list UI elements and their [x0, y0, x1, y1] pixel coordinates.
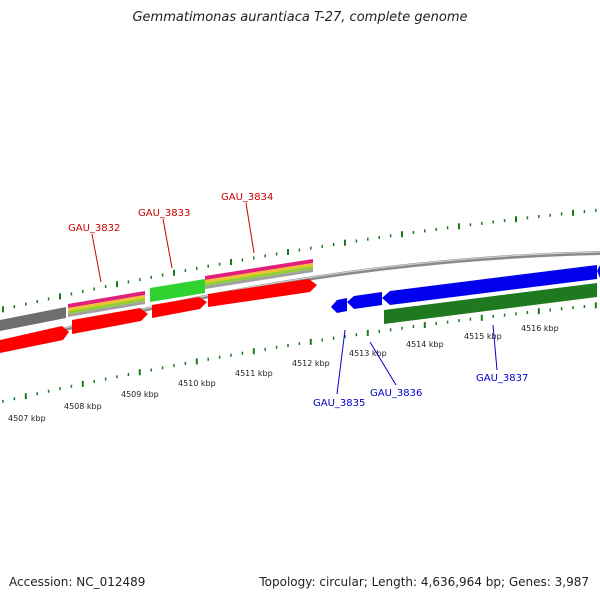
gene-dark-green [384, 283, 597, 324]
gene-gau-3832-feature [68, 291, 145, 317]
leader-gau-3833 [162, 218, 173, 269]
gene-arrow-red-3 [152, 297, 207, 318]
gene-label-gau-3837[interactable]: GAU_3837 [476, 373, 528, 384]
scale-label-4515: 4515 kbp [464, 332, 502, 341]
scale-label-4511: 4511 kbp [235, 369, 273, 378]
gene-arrow-blue-4 [597, 265, 600, 278]
gene-label-gau-3834[interactable]: GAU_3834 [221, 192, 273, 203]
accession-label: Accession: NC_012489 [9, 575, 146, 589]
genome-summary: Topology: circular; Length: 4,636,964 bp… [259, 575, 589, 589]
leader-gau-3835 [336, 329, 346, 395]
scale-label-4509: 4509 kbp [121, 390, 159, 399]
scale-label-4514: 4514 kbp [406, 340, 444, 349]
gene-arrow-red-2 [72, 308, 148, 334]
gene-label-gau-3832[interactable]: GAU_3832 [68, 223, 120, 234]
gene-arrow-red-1 [0, 326, 69, 353]
outer-tick-ring [2, 208, 597, 313]
scale-label-4507: 4507 kbp [8, 414, 46, 423]
leader-gau-3834 [245, 202, 255, 254]
gene-gau-3833-feature [150, 279, 205, 302]
scale-label-4512: 4512 kbp [292, 359, 330, 368]
inner-tick-ring [2, 302, 597, 403]
scale-label-4516: 4516 kbp [521, 324, 559, 333]
leader-gau-3837 [492, 324, 498, 371]
scale-label-4508: 4508 kbp [64, 402, 102, 411]
gene-grey-left [0, 307, 66, 331]
scale-label-4510: 4510 kbp [178, 379, 216, 388]
gene-label-gau-3835[interactable]: GAU_3835 [313, 398, 365, 409]
gene-arrow-red-4 [208, 279, 317, 307]
gene-gau-3834-feature [205, 259, 313, 289]
gene-label-gau-3833[interactable]: GAU_3833 [138, 208, 190, 219]
leader-gau-3832 [91, 233, 102, 283]
page-title: Gemmatimonas aurantiaca T-27, complete g… [132, 10, 468, 25]
scale-label-4513: 4513 kbp [349, 349, 387, 358]
gene-arrow-blue-3 [382, 265, 597, 305]
leader-gau-3836 [369, 341, 397, 386]
gene-arrow-blue-2 [347, 292, 382, 309]
gene-label-gau-3836[interactable]: GAU_3836 [370, 388, 422, 399]
gene-arrow-blue-1 [331, 298, 347, 313]
